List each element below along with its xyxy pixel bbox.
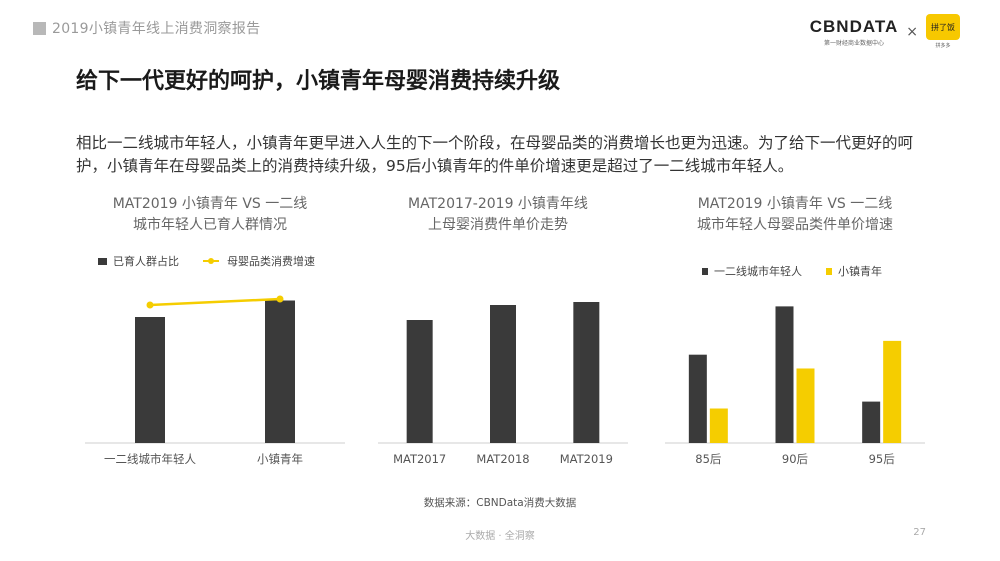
cbndata-logo-subtext: 第一财经商业数据中心 bbox=[823, 39, 884, 47]
chart1-legend-item-2: 母婴品类消费增速 bbox=[227, 255, 315, 268]
chart3-legend-swatch-1 bbox=[702, 267, 708, 275]
chart1-line-point-2 bbox=[276, 295, 284, 303]
logo-separator: × bbox=[906, 23, 918, 40]
page-number: 27 bbox=[913, 527, 926, 538]
report-header: 2019小镇青年线上消费洞察报告 bbox=[33, 18, 260, 38]
chart2-title-line2: 上母婴消费件单价走势 bbox=[428, 217, 568, 233]
chart3-category-label-3: 95后 bbox=[869, 452, 895, 466]
chart1-category-label-2: 小镇青年 bbox=[257, 452, 303, 466]
partner-logo-badge: 拼了饭 bbox=[926, 14, 960, 40]
chart2-bar-1-3 bbox=[573, 302, 600, 443]
chart2-title: MAT2017-2019 小镇青年线 上母婴消费件单价走势 bbox=[378, 194, 618, 236]
chart1-title-line1: MAT2019 小镇青年 VS 一二线 bbox=[112, 196, 308, 212]
chart1-line-series bbox=[149, 297, 281, 307]
chart2-category-label-3: MAT2019 bbox=[560, 452, 613, 466]
chart1-legend: 已育人群占比 母婴品类消费增速 bbox=[98, 253, 315, 269]
chart3-bar-2-1 bbox=[709, 408, 728, 443]
chart1-line-point-1 bbox=[146, 301, 154, 309]
chart3-bar-1-3 bbox=[862, 401, 881, 443]
partner-logo: 拼了饭 拼多多 bbox=[926, 14, 960, 49]
chart1-bar-1-1 bbox=[135, 317, 165, 443]
chart1-legend-item-1: 已育人群占比 bbox=[113, 255, 179, 268]
chart3-legend-item-2: 小镇青年 bbox=[838, 265, 882, 278]
chart2-category-label-2: MAT2018 bbox=[476, 452, 529, 466]
cbndata-logo: CBNDATA 第一财经商业数据中心 bbox=[810, 17, 899, 47]
header-square-icon bbox=[33, 21, 46, 35]
chart3-bar-2-2 bbox=[796, 368, 815, 443]
data-source-note: 数据来源：CBNData消费大数据 bbox=[423, 497, 577, 509]
chart1-bar-1-2 bbox=[265, 300, 295, 443]
slide-body-text: 相比一二线城市年轻人，小镇青年更早进入人生的下一个阶段，在母婴品类的消费增长也更… bbox=[76, 134, 914, 175]
chart3-bar-1-1 bbox=[688, 354, 707, 443]
chart2-plot: MAT2017 MAT2018 MAT2019 bbox=[378, 302, 628, 466]
chart3-title-line1: MAT2019 小镇青年 VS 一二线 bbox=[697, 196, 893, 212]
chart3-bar-2-3 bbox=[883, 340, 902, 443]
chart1-legend-line-swatch bbox=[203, 258, 219, 264]
chart2-bar-1-1 bbox=[406, 320, 433, 443]
chart1-title: MAT2019 小镇青年 VS 一二线 城市年轻人已育人群情况 bbox=[90, 194, 330, 236]
chart1-legend-bar-swatch bbox=[98, 257, 107, 265]
chart3-title-line2: 城市年轻人母婴品类件单价增速 bbox=[697, 217, 893, 233]
cbndata-logo-text: CBNDATA bbox=[809, 16, 899, 36]
chart2-bar-1-2 bbox=[490, 305, 516, 443]
chart1-category-label-1: 一二线城市年轻人 bbox=[104, 452, 196, 466]
chart3-legend-swatch-2 bbox=[826, 267, 832, 275]
chart3-legend: 一二线城市年轻人 小镇青年 bbox=[702, 263, 882, 279]
chart3-bar-1-2 bbox=[775, 306, 794, 443]
chart3-category-label-2: 90后 bbox=[782, 452, 808, 466]
logo-area: CBNDATA 第一财经商业数据中心 × 拼了饭 拼多多 bbox=[810, 14, 960, 49]
slide-heading: 给下一代更好的呵护，小镇青年母婴消费持续升级 bbox=[76, 69, 561, 94]
chart3-title: MAT2019 小镇青年 VS 一二线 城市年轻人母婴品类件单价增速 bbox=[660, 194, 930, 236]
report-title: 2019小镇青年线上消费洞察报告 bbox=[52, 21, 261, 37]
partner-logo-subtext: 拼多多 bbox=[935, 43, 951, 49]
chart1-plot: 一二线城市年轻人 小镇青年 bbox=[85, 295, 345, 466]
chart2-title-line1: MAT2017-2019 小镇青年线 bbox=[408, 196, 588, 212]
footer-slogan: 大数据 · 全洞察 bbox=[465, 531, 535, 542]
chart3-plot: 85后 90后 95后 bbox=[665, 306, 925, 466]
chart2-category-label-1: MAT2017 bbox=[393, 452, 446, 466]
chart1-title-line2: 城市年轻人已育人群情况 bbox=[133, 217, 287, 233]
chart3-category-label-1: 85后 bbox=[695, 452, 721, 466]
chart3-legend-item-1: 一二线城市年轻人 bbox=[714, 265, 802, 278]
